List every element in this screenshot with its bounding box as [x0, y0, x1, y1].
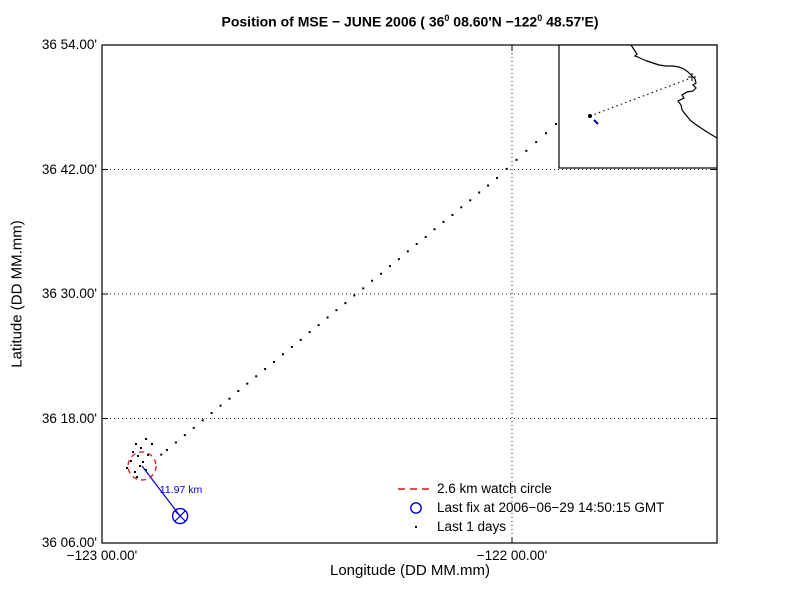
inset-track-line: [589, 77, 692, 117]
inset-map: [558, 44, 718, 169]
track-dot: [469, 199, 472, 202]
legend-label-last-fix: Last fix at 2006−06−29 14:50:15 GMT: [437, 500, 665, 515]
track-dot: [326, 316, 329, 319]
last-fix-marker: [171, 507, 189, 525]
track-dot: [174, 441, 177, 444]
x-axis-label: Longitude (DD MM.mm): [329, 562, 491, 579]
title-degree-sup-1: 0: [444, 13, 450, 23]
title-text-2: 08.60'N −122: [449, 13, 538, 30]
track-dot: [487, 184, 490, 187]
track-dot: [183, 434, 186, 437]
track-dot: [308, 331, 311, 334]
track-dot: [505, 167, 508, 170]
track-dot: [515, 158, 518, 161]
track-dot: [210, 412, 213, 415]
legend-label-watch-circle: 2.6 km watch circle: [437, 481, 552, 496]
cluster-dot: [144, 437, 147, 440]
track-dot: [264, 368, 267, 371]
cluster-dot: [136, 476, 139, 479]
track-dot-legend-marker-icon: [398, 523, 434, 531]
last-fix-legend-marker-icon: [398, 501, 434, 515]
cluster-dot: [136, 454, 139, 457]
x-tick-label: −123 00.00': [66, 548, 138, 563]
cluster-dot: [129, 460, 132, 463]
x-tick-label: −122 00.00': [476, 548, 548, 563]
y-tick-label: 36 06.00': [41, 535, 97, 550]
track-dot: [192, 426, 195, 429]
track-dot: [237, 389, 240, 392]
legend: 2.6 km watch circle Last fix at 2006−06−…: [398, 479, 664, 536]
inset-coastline: [630, 44, 718, 139]
track-dot: [388, 265, 391, 268]
cluster-dot: [139, 447, 142, 450]
title-degree-sup-2: 0: [537, 13, 543, 23]
cluster-dot: [144, 468, 147, 471]
track-dot: [451, 213, 454, 216]
track-dot: [495, 177, 498, 180]
track-dot: [380, 272, 383, 275]
track-dot: [406, 250, 409, 253]
cluster-dot: [134, 443, 137, 446]
title-text-1: Position of MSE − JUNE 2006 ( 36: [221, 13, 445, 30]
y-tick-label: 36 30.00': [41, 286, 97, 301]
y-tick-label: 36 42.00': [41, 161, 97, 177]
track-dot: [535, 141, 538, 144]
track-dot: [281, 353, 284, 356]
track-dot: [554, 122, 557, 125]
legend-row-watch-circle: 2.6 km watch circle: [398, 479, 664, 498]
track-dot: [545, 132, 548, 135]
track-dot: [525, 149, 528, 152]
inset-buoy-dot: [588, 114, 592, 118]
y-tick-label: 36 54.00': [41, 37, 97, 52]
cluster-dot: [126, 466, 129, 469]
track-dot: [371, 279, 374, 282]
track-dot: [478, 191, 481, 194]
inset-fix-mark: [593, 119, 599, 125]
cluster-dot: [131, 450, 134, 453]
track-dot: [317, 324, 320, 327]
distance-annotation: 11.97 km: [159, 484, 203, 497]
track-dot: [165, 448, 168, 451]
last-fix-marker-x: [174, 510, 186, 522]
track-dot: [299, 338, 302, 341]
track-dot: [290, 345, 293, 348]
cluster-dot: [151, 443, 154, 446]
legend-row-last-fix: Last fix at 2006−06−29 14:50:15 GMT: [398, 498, 664, 517]
track-dot: [362, 287, 365, 290]
cluster-dot: [147, 453, 150, 456]
mooring-offset-line: [141, 465, 181, 517]
cluster-dot: [134, 470, 137, 473]
track-dot: [272, 360, 275, 363]
track-dot: [255, 375, 258, 378]
watch-circle-legend-marker-icon: [398, 485, 434, 493]
track-dot: [353, 294, 356, 297]
track-dot: [442, 220, 445, 223]
cluster-dot: [139, 464, 142, 467]
track-dot: [246, 382, 249, 385]
legend-label-track: Last 1 days: [437, 519, 507, 534]
title-text-3: 48.57'E): [542, 13, 599, 30]
track-dot: [201, 419, 204, 422]
track-dot: [433, 228, 436, 231]
track-dot: [160, 453, 163, 456]
watch-circle: [127, 451, 157, 481]
legend-row-track: Last 1 days: [398, 517, 664, 536]
track-dot: [344, 302, 347, 305]
y-tick-label: 36 18.00': [41, 410, 97, 426]
inset-border: [558, 44, 718, 169]
track-dot: [335, 309, 338, 312]
track-dot: [228, 397, 231, 400]
track-dot: [397, 258, 400, 261]
track-dot: [460, 206, 463, 209]
track-dot: [424, 236, 427, 239]
cluster-dot: [142, 461, 144, 464]
track-dot: [219, 404, 222, 407]
track-dot: [415, 243, 418, 246]
plot-title: Position of MSE − JUNE 2006 ( 360 08.60'…: [222, 13, 599, 30]
